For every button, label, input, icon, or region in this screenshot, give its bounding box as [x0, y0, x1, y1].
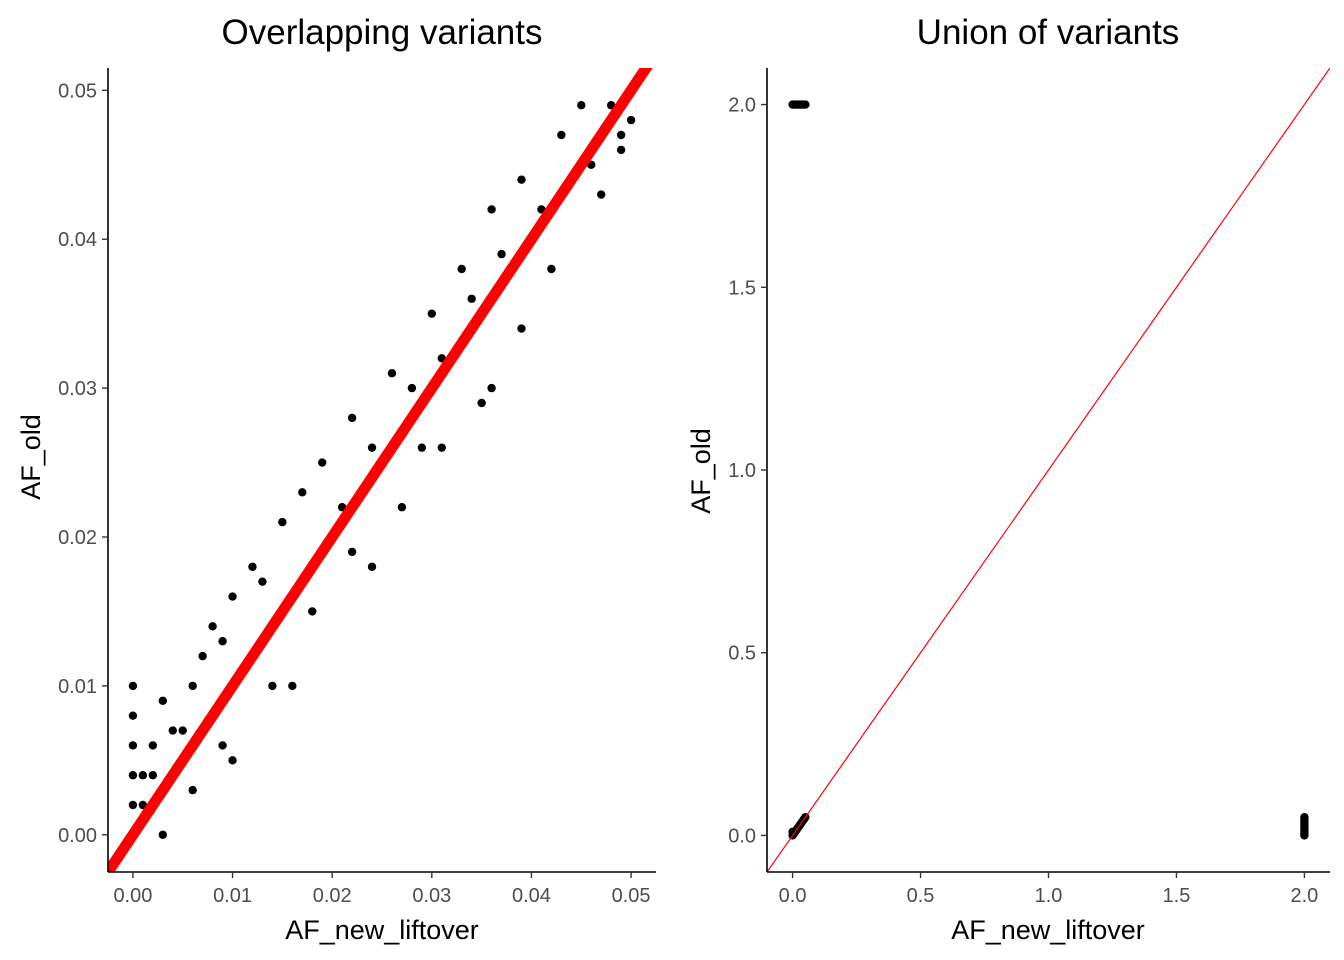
data-point	[168, 726, 177, 735]
data-point	[387, 369, 397, 378]
x-tick-label: 1.5	[1163, 885, 1191, 907]
data-point	[557, 130, 566, 140]
data-point	[188, 681, 197, 691]
x-tick-label: 1.0	[1035, 885, 1063, 907]
x-tick-label: 0.02	[313, 885, 352, 907]
data-point	[477, 398, 486, 408]
y-tick-label: 1.0	[728, 460, 756, 482]
data-point	[517, 324, 526, 333]
data-point	[158, 830, 167, 839]
data-point	[437, 443, 446, 452]
data-point	[788, 827, 797, 836]
data-point	[298, 488, 307, 497]
y-tick-label: 2.0	[728, 95, 756, 117]
data-point	[218, 637, 227, 646]
data-point	[547, 264, 556, 274]
x-tick-label: 0.05	[612, 885, 651, 907]
data-point	[318, 458, 327, 467]
data-point	[138, 771, 148, 780]
data-point	[228, 756, 237, 765]
identity-line	[108, 68, 653, 872]
data-point	[128, 681, 138, 691]
identity-line	[767, 68, 1330, 872]
y-tick-label: 0.00	[58, 825, 97, 847]
data-point	[597, 190, 606, 199]
data-point	[457, 264, 466, 274]
data-point	[467, 294, 476, 303]
x-tick-label: 0.01	[213, 885, 252, 907]
data-point	[801, 100, 810, 109]
data-point	[258, 577, 267, 586]
data-point	[228, 592, 237, 601]
y-tick-label: 0.01	[58, 676, 97, 698]
y-tick-label: 0.5	[728, 643, 756, 665]
x-tick-label: 0.5	[907, 885, 935, 907]
data-point	[268, 681, 277, 691]
chart-title: Overlapping variants	[222, 13, 543, 52]
data-point	[178, 726, 187, 735]
data-point	[188, 785, 197, 795]
panel-union-of-variants: Union of variants AF_new_liftover AF_old…	[686, 13, 1330, 945]
data-point	[517, 175, 526, 184]
data-point	[158, 696, 167, 705]
y-tick-label: 0.04	[58, 229, 97, 251]
y-axis-label: AF_old	[686, 428, 716, 514]
data-point	[626, 115, 636, 125]
x-axis-label: AF_new_liftover	[285, 915, 479, 945]
data-point	[218, 741, 227, 750]
data-point	[397, 503, 407, 512]
y-tick-label: 0.0	[728, 825, 756, 847]
x-tick-label: 0.0	[779, 885, 807, 907]
data-point	[367, 443, 377, 452]
x-tick-label: 0.03	[412, 885, 451, 907]
data-point	[367, 562, 377, 571]
x-tick-label: 0.04	[512, 885, 551, 907]
y-tick-label: 0.03	[58, 378, 97, 400]
data-point	[616, 130, 626, 140]
data-point	[407, 383, 417, 393]
data-point	[148, 741, 158, 750]
y-tick-label: 0.02	[58, 527, 97, 549]
panel-overlapping-variants: Overlapping variants AF_new_liftover AF_…	[16, 13, 656, 945]
data-point	[148, 771, 158, 780]
data-point	[288, 681, 297, 691]
x-tick-label: 0.00	[113, 885, 152, 907]
data-point	[427, 309, 437, 318]
data-point	[1300, 812, 1309, 822]
chart-title: Union of variants	[917, 13, 1180, 52]
data-point	[616, 145, 626, 155]
data-point	[487, 205, 496, 214]
points-layer	[128, 101, 636, 839]
x-tick-label: 2.0	[1291, 885, 1319, 907]
data-point	[347, 547, 357, 557]
y-tick-label: 0.05	[58, 80, 97, 102]
data-point	[308, 607, 317, 616]
data-point	[347, 413, 357, 423]
data-point	[497, 249, 506, 259]
data-point	[577, 101, 586, 110]
data-point	[198, 651, 207, 661]
x-axis-label: AF_new_liftover	[951, 915, 1145, 945]
data-point	[208, 622, 217, 631]
data-point	[128, 711, 138, 720]
data-point	[128, 800, 138, 810]
data-point	[248, 562, 257, 571]
y-tick-label: 1.5	[728, 277, 756, 299]
data-point	[128, 741, 138, 750]
data-point	[417, 443, 427, 452]
y-axis-label: AF_old	[16, 414, 46, 500]
data-point	[487, 383, 496, 393]
data-point	[128, 771, 138, 780]
data-point	[278, 517, 287, 527]
